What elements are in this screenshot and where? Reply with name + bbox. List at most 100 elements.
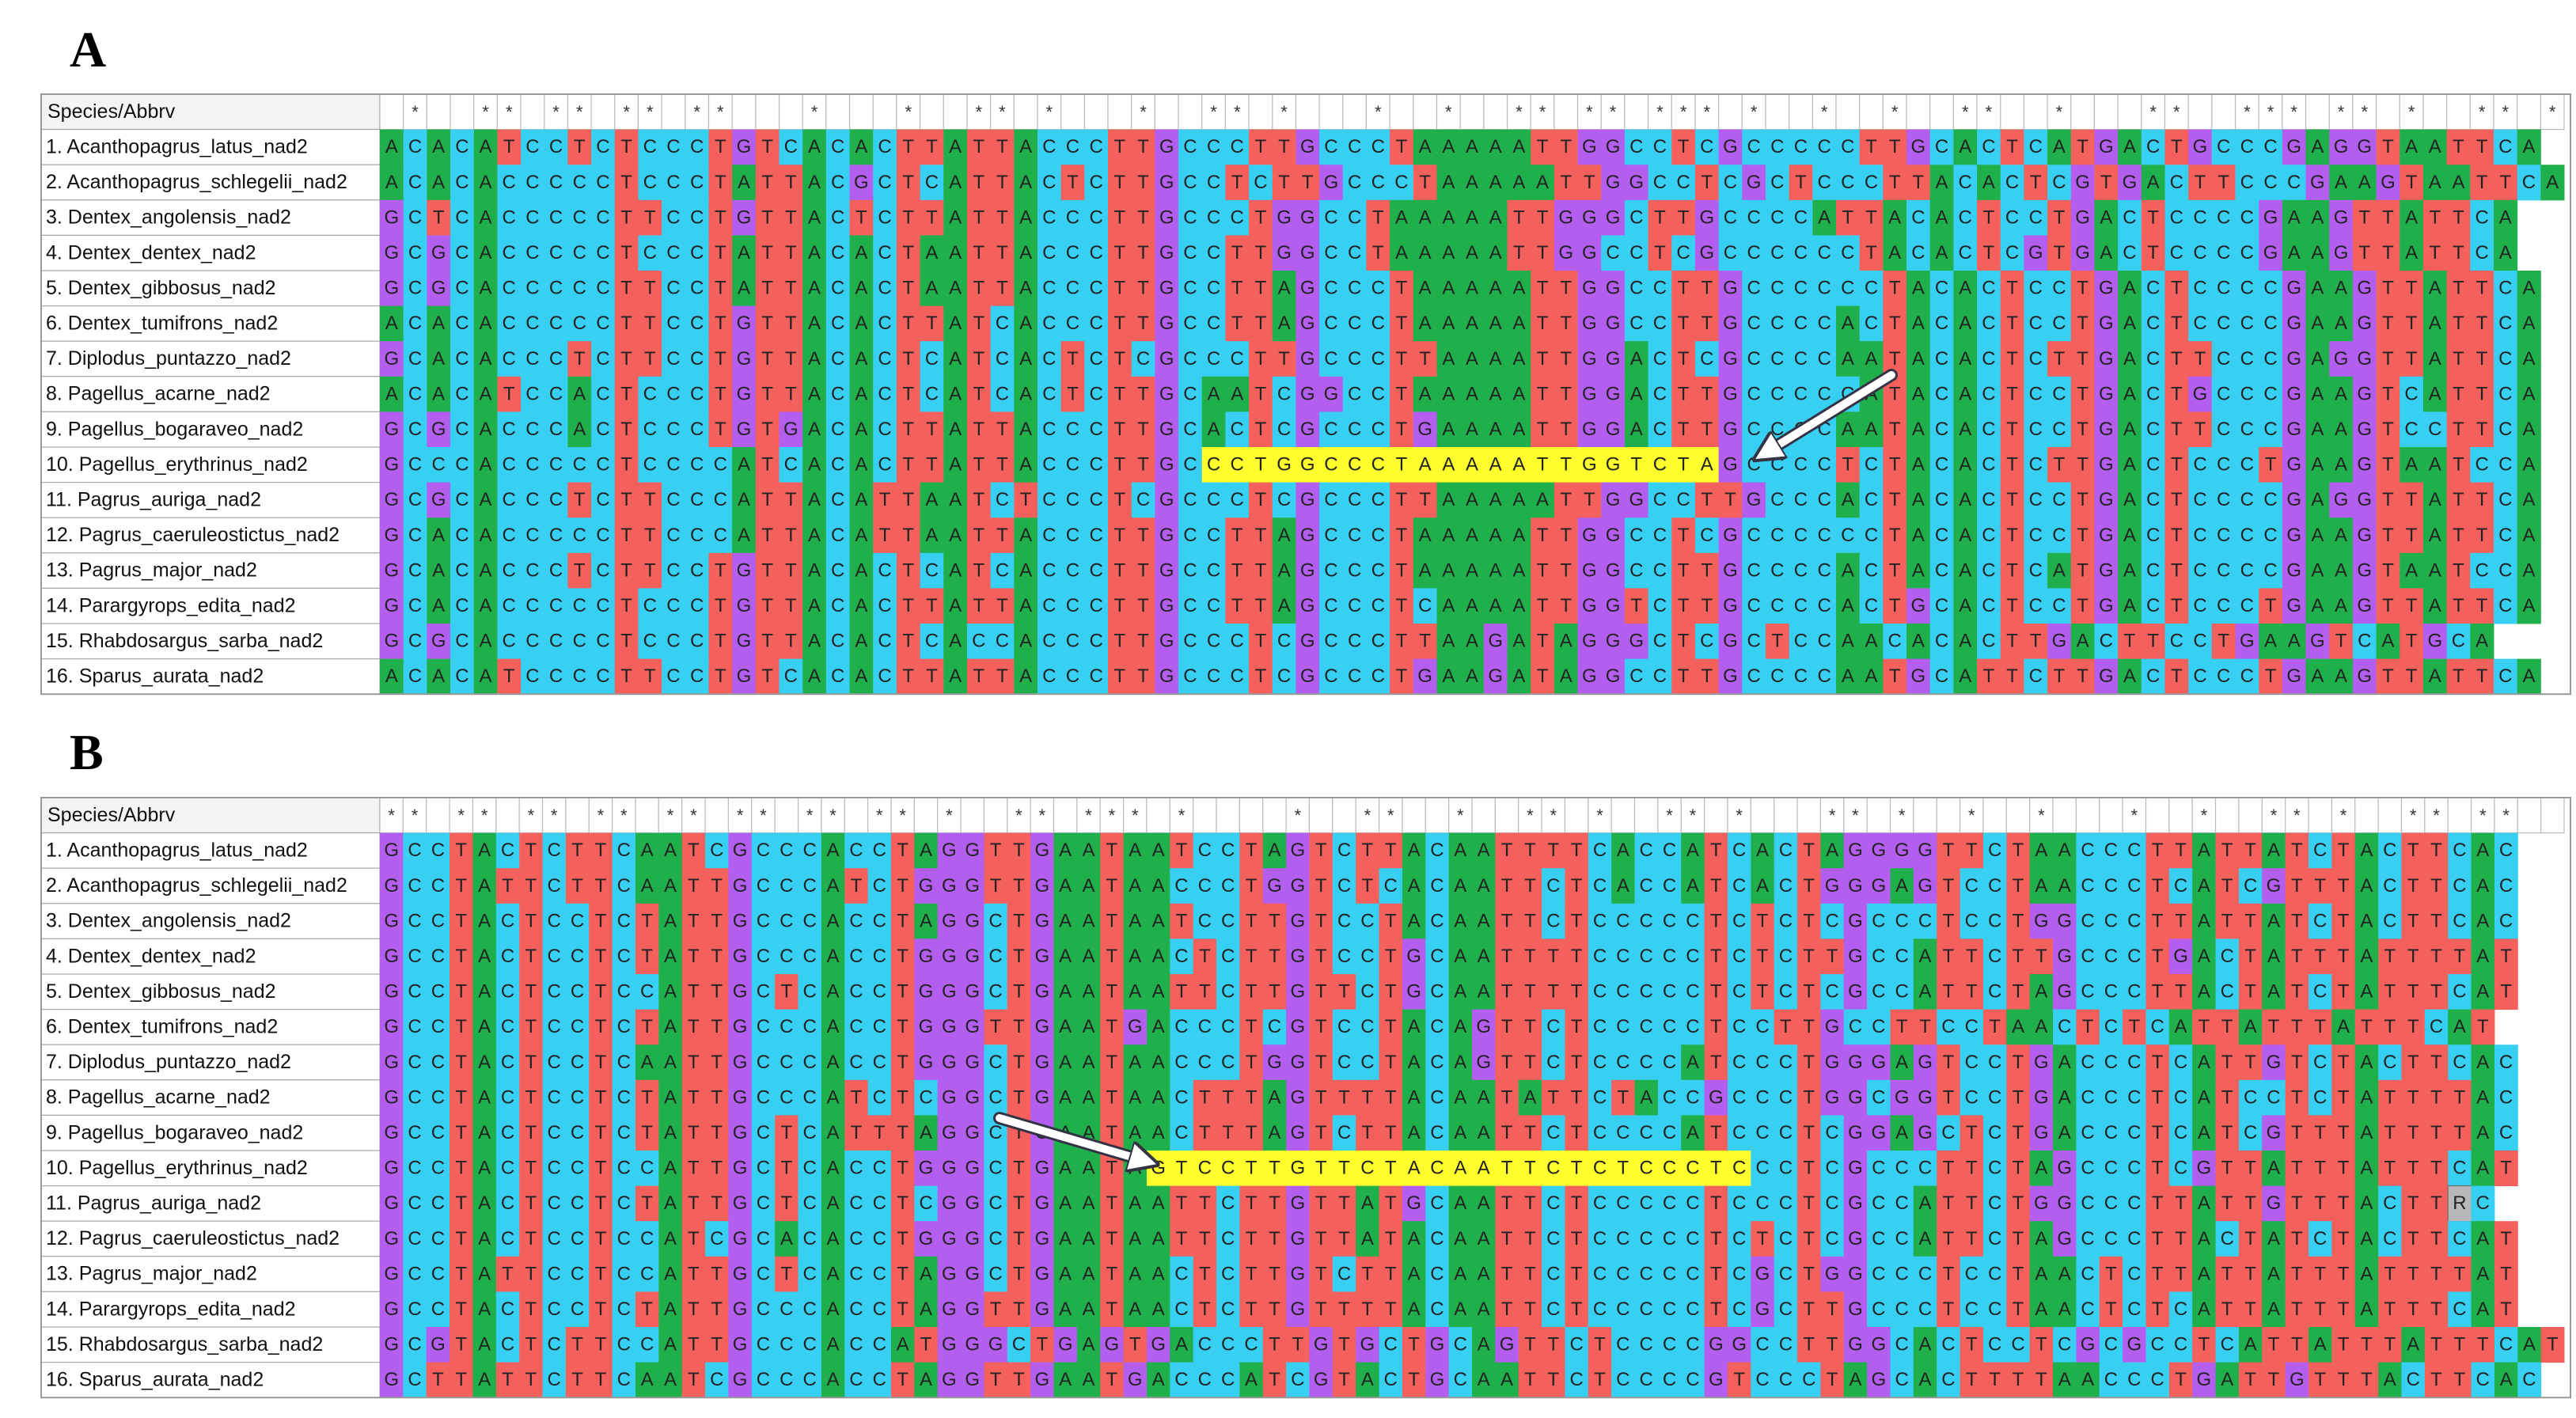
nucleotide: A bbox=[738, 278, 750, 299]
nucleotide: T bbox=[1269, 981, 1280, 1003]
nucleotide: G bbox=[1723, 631, 1738, 652]
nucleotide: A bbox=[664, 1086, 677, 1108]
nucleotide: C bbox=[780, 875, 793, 897]
nucleotide: A bbox=[1865, 419, 1878, 440]
nucleotide: C bbox=[1066, 242, 1079, 264]
nucleotide-cell bbox=[1084, 376, 1109, 412]
nucleotide-cell bbox=[1483, 199, 1508, 236]
nucleotide: G bbox=[2267, 875, 2282, 897]
nucleotide: C bbox=[2217, 595, 2230, 616]
nucleotide: A bbox=[1152, 1052, 1165, 1073]
nucleotide: C bbox=[1825, 910, 1838, 931]
nucleotide: T bbox=[2382, 242, 2394, 264]
conservation-cell bbox=[1389, 93, 1414, 131]
nucleotide: T bbox=[688, 1122, 700, 1143]
nucleotide: A bbox=[1454, 910, 1466, 931]
nucleotide: T bbox=[902, 172, 914, 193]
nucleotide-cell bbox=[638, 341, 662, 377]
nucleotide: A bbox=[2100, 207, 2112, 228]
nucleotide: C bbox=[1371, 454, 1385, 476]
nucleotide: C bbox=[501, 1086, 514, 1108]
nucleotide: T bbox=[1501, 946, 1513, 967]
nucleotide: C bbox=[408, 278, 422, 299]
nucleotide: G bbox=[1723, 136, 1738, 157]
nucleotide: C bbox=[408, 242, 422, 264]
nucleotide: G bbox=[1277, 454, 1292, 476]
nucleotide: A bbox=[1512, 595, 1525, 616]
nucleotide: T bbox=[902, 489, 914, 510]
nucleotide: C bbox=[1872, 946, 1885, 967]
nucleotide-cell bbox=[2376, 165, 2400, 201]
nucleotide: C bbox=[2029, 559, 2043, 581]
nucleotide-cell bbox=[1742, 305, 1766, 342]
nucleotide: C bbox=[1430, 840, 1444, 861]
nucleotide: T bbox=[1780, 1016, 1792, 1037]
nucleotide: A bbox=[1129, 875, 1141, 897]
nucleotide: G bbox=[1159, 172, 1174, 193]
nucleotide: A bbox=[808, 559, 821, 581]
nucleotide: G bbox=[1417, 665, 1432, 687]
nucleotide-cell bbox=[1694, 199, 1720, 236]
nucleotide-cell bbox=[1483, 235, 1508, 271]
nucleotide: T bbox=[1013, 946, 1025, 967]
nucleotide-cell bbox=[1225, 235, 1250, 271]
nucleotide-cell bbox=[1601, 235, 1626, 271]
nucleotide-cell bbox=[427, 165, 451, 201]
nucleotide: T bbox=[455, 981, 467, 1003]
nucleotide-cell bbox=[2422, 235, 2448, 271]
nucleotide: C bbox=[1663, 1016, 1676, 1037]
nucleotide: C bbox=[571, 981, 584, 1003]
nucleotide: G bbox=[1290, 910, 1305, 931]
nucleotide: T bbox=[2077, 383, 2088, 404]
nucleotide: C bbox=[690, 454, 704, 476]
nucleotide: G bbox=[2173, 946, 2188, 967]
nucleotide: G bbox=[1848, 1122, 1863, 1143]
nucleotide: A bbox=[1019, 383, 1032, 404]
nucleotide: G bbox=[1848, 1086, 1863, 1108]
nucleotide: C bbox=[525, 525, 539, 546]
nucleotide: C bbox=[2263, 136, 2277, 157]
nucleotide-cell bbox=[638, 199, 662, 236]
nucleotide: A bbox=[949, 525, 962, 546]
nucleotide: A bbox=[920, 1122, 932, 1143]
conservation-cell bbox=[1107, 93, 1132, 131]
nucleotide: T bbox=[990, 875, 1002, 897]
nucleotide: C bbox=[2029, 207, 2043, 228]
nucleotide: G bbox=[1159, 419, 1174, 440]
nucleotide-cell bbox=[2493, 129, 2518, 165]
nucleotide: C bbox=[573, 631, 586, 652]
nucleotide: T bbox=[2476, 525, 2488, 546]
nucleotide-cell bbox=[873, 235, 897, 271]
nucleotide: A bbox=[2123, 348, 2136, 370]
nucleotide-cell bbox=[1601, 376, 1626, 412]
nucleotide-cell bbox=[873, 341, 897, 377]
nucleotide-cell bbox=[1296, 235, 1320, 271]
nucleotide: C bbox=[408, 136, 422, 157]
nucleotide-cell bbox=[873, 376, 897, 412]
nucleotide: C bbox=[1663, 840, 1676, 861]
nucleotide: T bbox=[1255, 489, 1267, 510]
nucleotide-cell bbox=[1037, 235, 1062, 271]
nucleotide: G bbox=[1300, 595, 1315, 616]
nucleotide: C bbox=[1616, 1122, 1629, 1143]
nucleotide: T bbox=[1865, 136, 1877, 157]
nucleotide: A bbox=[1019, 348, 1032, 370]
nucleotide: A bbox=[738, 172, 750, 193]
nucleotide: T bbox=[1246, 875, 1258, 897]
nucleotide-cell bbox=[427, 341, 451, 377]
nucleotide-cell bbox=[497, 341, 522, 377]
conservation-cell bbox=[2446, 93, 2471, 131]
nucleotide-cell bbox=[1460, 376, 1485, 412]
nucleotide: T bbox=[2221, 840, 2233, 861]
nucleotide: T bbox=[2338, 875, 2350, 897]
nucleotide: G bbox=[1848, 875, 1863, 897]
nucleotide-cell bbox=[1413, 305, 1437, 342]
nucleotide: C bbox=[1430, 1122, 1444, 1143]
nucleotide-cell bbox=[2517, 129, 2541, 165]
nucleotide-cell bbox=[1694, 235, 1720, 271]
nucleotide: C bbox=[1371, 419, 1385, 440]
nucleotide: C bbox=[432, 454, 446, 476]
nucleotide-cell bbox=[1201, 235, 1226, 271]
nucleotide: C bbox=[1700, 136, 1713, 157]
nucleotide: C bbox=[640, 1158, 654, 1179]
